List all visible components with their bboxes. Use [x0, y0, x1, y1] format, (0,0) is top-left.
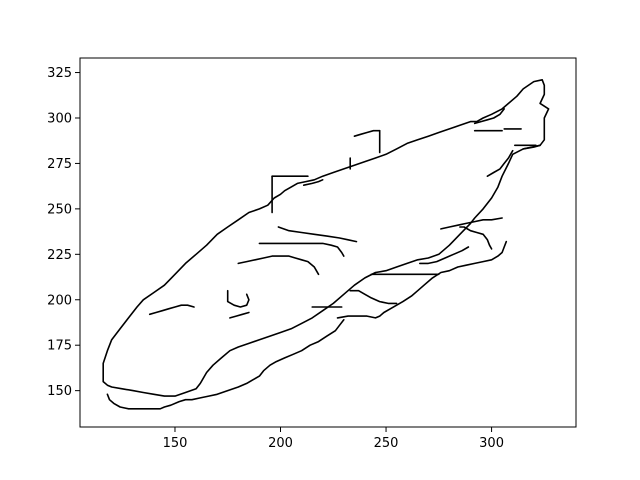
x-axis: 150 200 250 300 [163, 427, 504, 451]
contour-line [473, 108, 505, 125]
x-tick-label: 200 [268, 436, 293, 451]
contour-line [419, 246, 470, 265]
x-tick-label: 150 [163, 436, 188, 451]
contour-line [522, 144, 541, 150]
y-tick-label: 300 [47, 111, 72, 126]
y-tick-label: 225 [47, 248, 72, 263]
contour-line [459, 226, 493, 250]
contour-line [277, 226, 358, 243]
contour-line [148, 304, 195, 316]
contour-line [102, 79, 550, 397]
contour-line [302, 179, 324, 186]
contour-line [229, 311, 250, 319]
plot-area [79, 57, 577, 428]
contour-line [440, 217, 503, 230]
y-tick-label: 250 [47, 202, 72, 217]
contour-line [258, 242, 345, 257]
contour-line [226, 289, 250, 308]
x-tick-label: 250 [374, 436, 399, 451]
contour-line [237, 255, 320, 276]
contour-line [336, 240, 508, 319]
y-tick-label: 150 [47, 384, 72, 399]
y-tick-label: 200 [47, 293, 72, 308]
y-tick-label: 175 [47, 339, 72, 354]
y-axis: 150 175 200 225 250 275 300 325 [47, 66, 80, 399]
x-tick-label: 300 [479, 436, 504, 451]
contour-line [353, 129, 381, 137]
plot-frame [79, 57, 577, 428]
contour-lines [102, 79, 550, 410]
contour-line [349, 289, 398, 305]
contour-line [486, 149, 514, 177]
y-tick-label: 275 [47, 157, 72, 172]
y-tick-label: 325 [47, 66, 72, 81]
contour-line [106, 319, 345, 410]
